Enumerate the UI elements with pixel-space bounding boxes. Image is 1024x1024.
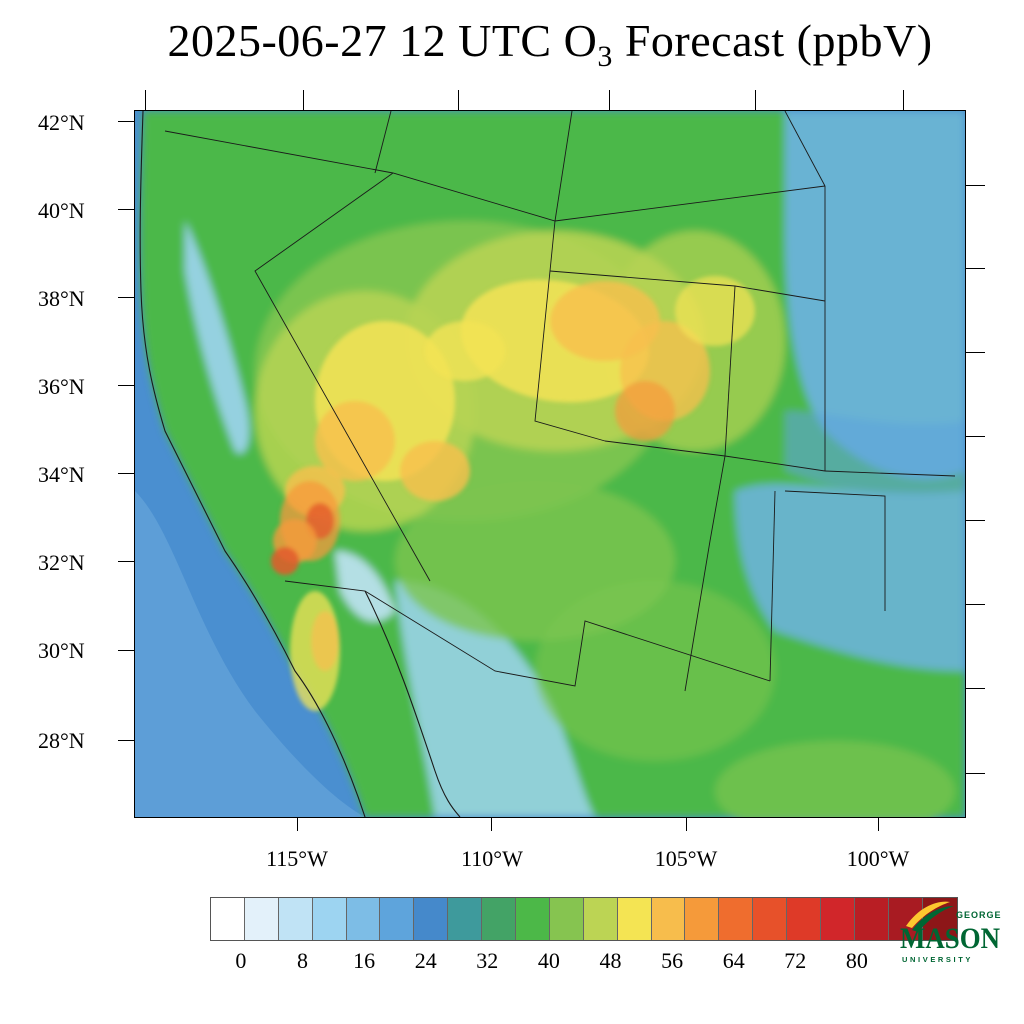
colorbar-label-56: 56 [661, 948, 684, 973]
lon-label-105: 105°W [654, 846, 718, 871]
colorbar-label-40: 40 [537, 948, 560, 973]
lat-tick-right-3 [965, 436, 985, 437]
lon-tick-bottom-0 [297, 817, 298, 831]
colorbar [210, 897, 958, 941]
lon-label-100: 100°W [846, 846, 910, 871]
lon-tick-top-4 [755, 90, 756, 110]
lat-tick-right-7 [965, 773, 985, 774]
lat-label-30: 30°N [38, 638, 85, 663]
lat-tick-right-1 [965, 268, 985, 269]
colorbar-swatch-5 [380, 898, 415, 940]
colorbar-swatch-0 [211, 898, 245, 940]
lat-tick-left-0 [118, 121, 134, 122]
colorbar-label-72: 72 [784, 948, 807, 973]
lat-tick-left-7 [118, 740, 134, 741]
chart-title: 2025-06-27 12 UTC O3 Forecast (ppbV) [167, 15, 933, 73]
lat-tick-left-2 [118, 297, 134, 298]
lat-label-32: 32°N [38, 550, 85, 575]
colorbar-swatch-1 [244, 898, 279, 940]
boundaries [139, 111, 956, 817]
lat-tick-right-2 [965, 352, 985, 353]
colorbar-swatch-8 [482, 898, 517, 940]
lat-tick-right-6 [965, 688, 985, 689]
colorbar-label-80: 80 [845, 948, 868, 973]
lat-label-28: 28°N [38, 728, 85, 753]
colorbar-label-0: 0 [235, 948, 247, 973]
svg-text:GEORGE: GEORGE [956, 910, 1002, 920]
colorbar-swatch-9 [516, 898, 550, 940]
ozone-field [135, 111, 965, 817]
colorbar-swatch-14 [685, 898, 720, 940]
colorbar-label-32: 32 [476, 948, 499, 973]
lat-tick-left-1 [118, 209, 134, 210]
lat-label-34: 34°N [38, 462, 85, 487]
lon-tick-bottom-3 [878, 817, 879, 831]
lat-tick-left-3 [118, 385, 134, 386]
colorbar-swatch-10 [549, 898, 584, 940]
colorbar-label-64: 64 [722, 948, 745, 973]
lat-tick-right-5 [965, 604, 985, 605]
hotspot-field [271, 276, 755, 711]
lon-tick-top-5 [903, 90, 904, 110]
lat-label-42: 42°N [38, 110, 85, 135]
colorbar-swatch-17 [787, 898, 822, 940]
lon-label-110: 110°W [461, 846, 523, 871]
lat-label-38: 38°N [38, 286, 85, 311]
lat-tick-right-4 [965, 520, 985, 521]
colorbar-label-16: 16 [353, 948, 376, 973]
colorbar-label-8: 8 [297, 948, 308, 973]
lon-tick-top-3 [609, 90, 610, 110]
colorbar-swatch-3 [312, 898, 347, 940]
colorbar-swatch-6 [414, 898, 449, 940]
colorbar-swatch-15 [719, 898, 754, 940]
lat-tick-left-6 [118, 650, 134, 651]
colorbar-swatch-16 [753, 898, 788, 940]
colorbar-swatch-19 [854, 898, 889, 940]
lat-tick-left-5 [118, 561, 134, 562]
lon-tick-top-0 [145, 90, 146, 110]
lon-tick-top-1 [303, 90, 304, 110]
lat-label-40: 40°N [38, 198, 85, 223]
colorbar-swatch-7 [448, 898, 483, 940]
colorbar-label-48: 48 [599, 948, 622, 973]
colorbar-swatch-13 [651, 898, 686, 940]
lon-tick-bottom-1 [491, 817, 492, 831]
svg-text:MASON: MASON [900, 922, 1000, 955]
lon-tick-bottom-2 [686, 817, 687, 831]
colorbar-swatch-4 [346, 898, 381, 940]
colorbar-swatch-18 [821, 898, 855, 940]
colorbar-swatch-11 [583, 898, 618, 940]
colorbar-swatch-12 [617, 898, 652, 940]
colorbar-swatch-2 [278, 898, 313, 940]
george-mason-logo: GEORGE MASON UNIVERSITY [900, 901, 1002, 964]
lat-label-36: 36°N [38, 374, 85, 399]
lat-tick-left-4 [118, 473, 134, 474]
lat-tick-right-0 [965, 185, 985, 186]
svg-text:UNIVERSITY: UNIVERSITY [902, 955, 973, 964]
colorbar-label-24: 24 [414, 948, 437, 973]
lon-tick-top-2 [458, 90, 459, 110]
lon-label-115: 115°W [266, 846, 328, 871]
ozone-map [134, 110, 966, 818]
